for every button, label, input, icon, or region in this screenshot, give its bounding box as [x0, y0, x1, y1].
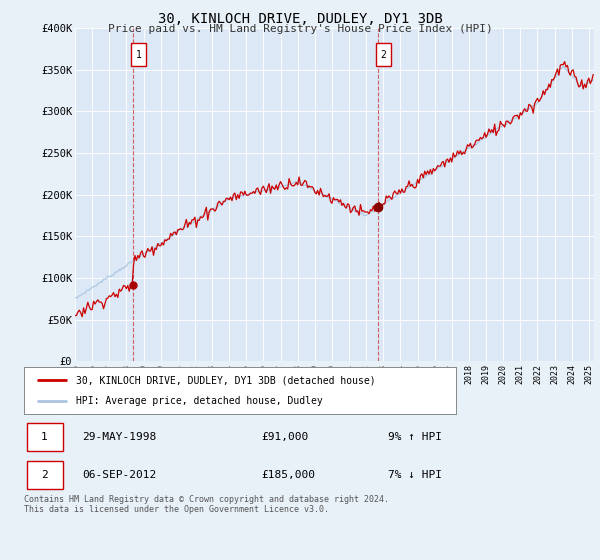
- Text: 7% ↓ HPI: 7% ↓ HPI: [388, 470, 442, 480]
- Text: 30, KINLOCH DRIVE, DUDLEY, DY1 3DB: 30, KINLOCH DRIVE, DUDLEY, DY1 3DB: [158, 12, 442, 26]
- FancyBboxPatch shape: [376, 43, 391, 66]
- Text: 30, KINLOCH DRIVE, DUDLEY, DY1 3DB (detached house): 30, KINLOCH DRIVE, DUDLEY, DY1 3DB (deta…: [76, 375, 376, 385]
- Text: 9% ↑ HPI: 9% ↑ HPI: [388, 432, 442, 442]
- Text: £91,000: £91,000: [262, 432, 308, 442]
- Text: 2: 2: [41, 470, 48, 480]
- FancyBboxPatch shape: [27, 423, 62, 451]
- Text: 29-MAY-1998: 29-MAY-1998: [82, 432, 156, 442]
- Text: Price paid vs. HM Land Registry's House Price Index (HPI): Price paid vs. HM Land Registry's House …: [107, 24, 493, 34]
- Text: £185,000: £185,000: [262, 470, 316, 480]
- Text: 2: 2: [381, 50, 386, 60]
- FancyBboxPatch shape: [27, 461, 62, 489]
- Text: 1: 1: [136, 50, 142, 60]
- FancyBboxPatch shape: [131, 43, 146, 66]
- Text: Contains HM Land Registry data © Crown copyright and database right 2024.
This d: Contains HM Land Registry data © Crown c…: [24, 495, 389, 515]
- Text: HPI: Average price, detached house, Dudley: HPI: Average price, detached house, Dudl…: [76, 396, 323, 406]
- Text: 1: 1: [41, 432, 48, 442]
- Text: 06-SEP-2012: 06-SEP-2012: [82, 470, 156, 480]
